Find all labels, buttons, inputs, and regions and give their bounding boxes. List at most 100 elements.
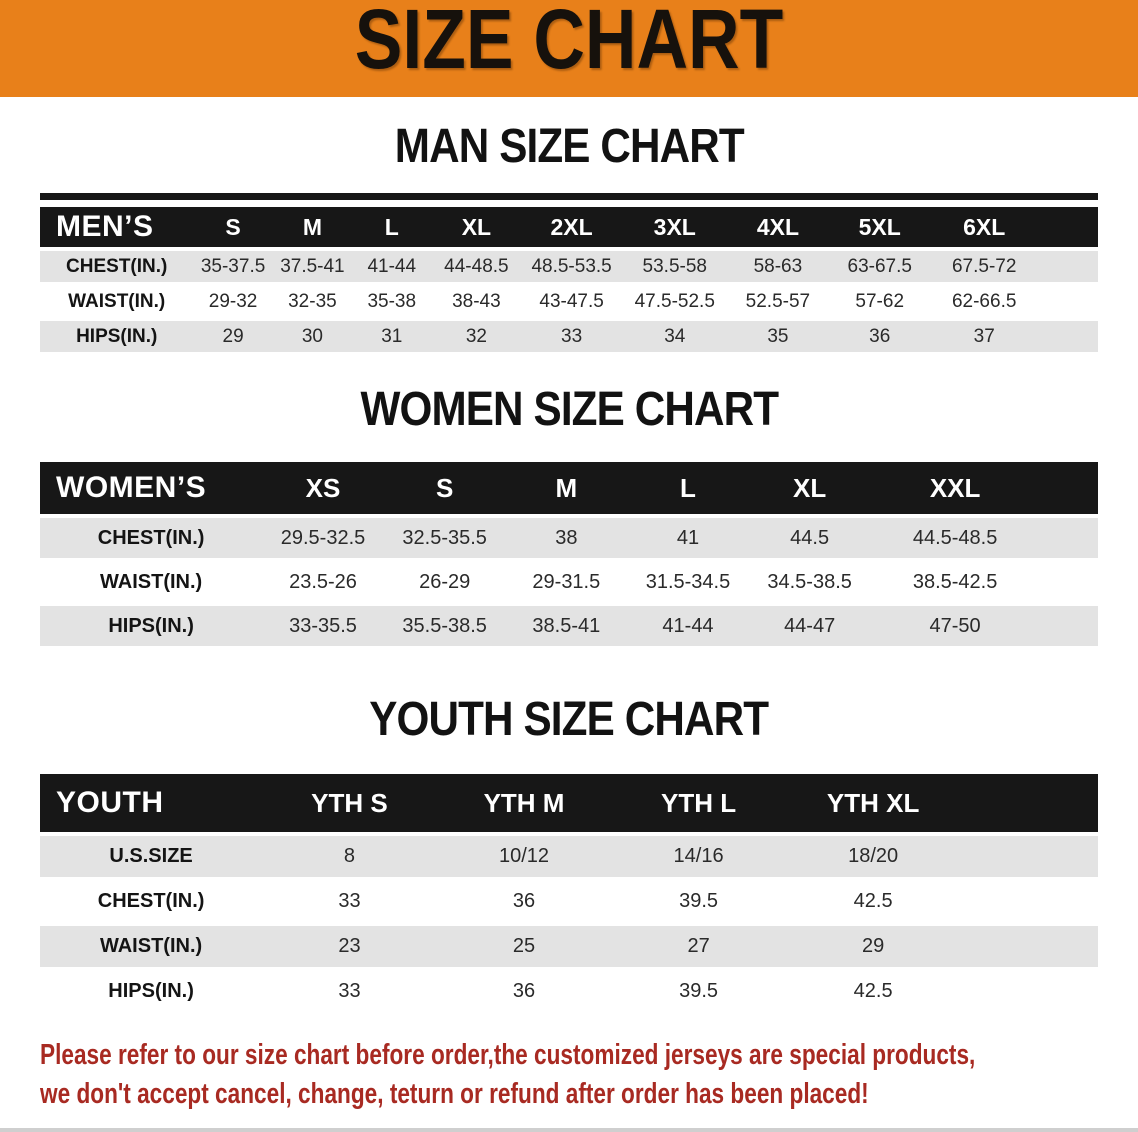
- cell-value: 35.5-38.5: [383, 606, 506, 646]
- cell-value: 29-32: [193, 286, 273, 317]
- cell-value: 32-35: [272, 286, 353, 317]
- table-row: WAIST(IN.) 23.5-26 26-29 29-31.5 31.5-34.5 34…: [40, 562, 1098, 602]
- cell-value: 44.5-48.5: [870, 518, 1040, 558]
- banner-title: SIZE CHART: [317, 0, 821, 106]
- men-size-table: MEN’S S M L XL 2XL 3XL 4XL 5XL 6XL CHEST(IN.) 35-37…: [40, 203, 1098, 356]
- cell-value: 48.5-53.5: [521, 251, 622, 282]
- women-section-heading: WOMEN SIZE CHART: [0, 386, 1138, 434]
- cell-value: 36: [828, 321, 932, 352]
- cell-value: 41: [627, 518, 749, 558]
- cell-value: 63-67.5: [828, 251, 932, 282]
- column-header: XL: [431, 207, 522, 247]
- cell-value: 23: [262, 926, 437, 967]
- cell-value: 29: [193, 321, 273, 352]
- row-filler: [960, 881, 1098, 922]
- women-section-heading-text: WOMEN SIZE CHART: [360, 383, 779, 436]
- row-label: CHEST(IN.): [40, 251, 194, 282]
- row-filler: [1037, 251, 1098, 282]
- women-size-table-wrap: WOMEN’S XS S M L XL XXL CHEST(IN.) 29.5-32.5 32.5…: [40, 458, 1098, 650]
- cell-value: 29-31.5: [505, 562, 628, 602]
- cell-value: 35: [727, 321, 829, 352]
- row-label: U.S.SIZE: [40, 836, 263, 877]
- cell-value: 39.5: [611, 881, 786, 922]
- column-header: XS: [262, 462, 384, 514]
- size-chart-banner: SIZE CHART: [0, 0, 1138, 97]
- column-header: M: [272, 207, 353, 247]
- cell-value: 31.5-34.5: [627, 562, 749, 602]
- column-header: S: [383, 462, 506, 514]
- cell-value: 32.5-35.5: [383, 518, 506, 558]
- row-label: CHEST(IN.): [40, 518, 263, 558]
- women-size-table: WOMEN’S XS S M L XL XXL CHEST(IN.) 29.5-32.5 32.5…: [40, 458, 1098, 650]
- column-header: YTH L: [611, 774, 786, 832]
- men-size-table-wrap: MEN’S S M L XL 2XL 3XL 4XL 5XL 6XL CHEST(IN.) 35-37…: [40, 193, 1098, 356]
- table-row: HIPS(IN.) 29 30 31 32 33 34 35 36 37: [40, 321, 1098, 352]
- table-row: U.S.SIZE 8 10/12 14/16 18/20: [40, 836, 1098, 877]
- cell-value: 42.5: [785, 971, 961, 1012]
- cell-value: 44-48.5: [431, 251, 522, 282]
- table-row: CHEST(IN.) 29.5-32.5 32.5-35.5 38 41 44.5 44.5…: [40, 518, 1098, 558]
- cell-value: 47-50: [870, 606, 1040, 646]
- cell-value: 39.5: [611, 971, 786, 1012]
- cell-value: 33-35.5: [262, 606, 384, 646]
- youth-section-heading-text: YOUTH SIZE CHART: [369, 693, 770, 746]
- table-row: CHEST(IN.) 35-37.5 37.5-41 41-44 44-48.5 48.5…: [40, 251, 1098, 282]
- column-header: M: [505, 462, 628, 514]
- cell-value: 31: [352, 321, 432, 352]
- cell-value: 23.5-26: [262, 562, 384, 602]
- row-label: WAIST(IN.): [40, 926, 263, 967]
- table-row: CHEST(IN.) 33 36 39.5 42.5: [40, 881, 1098, 922]
- column-header: S: [193, 207, 273, 247]
- column-header: YTH XL: [785, 774, 961, 832]
- cell-value: 52.5-57: [727, 286, 829, 317]
- column-header: L: [627, 462, 749, 514]
- column-header: 4XL: [727, 207, 829, 247]
- men-section-heading: MAN SIZE CHART: [0, 123, 1138, 171]
- cell-value: 38.5-41: [505, 606, 628, 646]
- table-corner-label: YOUTH: [40, 774, 263, 832]
- header-row: WOMEN’S XS S M L XL XXL: [40, 462, 1098, 514]
- table-corner-label: MEN’S: [40, 207, 194, 247]
- row-label: CHEST(IN.): [40, 881, 263, 922]
- cell-value: 33: [521, 321, 622, 352]
- cell-value: 34: [621, 321, 728, 352]
- cell-value: 25: [436, 926, 612, 967]
- youth-size-table-wrap: YOUTH YTH S YTH M YTH L YTH XL U.S.SIZE 8 10/12…: [40, 770, 1098, 1016]
- row-filler: [960, 926, 1098, 967]
- cell-value: 41-44: [627, 606, 749, 646]
- cell-value: 33: [262, 971, 437, 1012]
- table-row: WAIST(IN.) 29-32 32-35 35-38 38-43 43-47.5 47.…: [40, 286, 1098, 317]
- row-filler: [960, 971, 1098, 1012]
- table-corner-label: WOMEN’S: [40, 462, 263, 514]
- youth-section-heading: YOUTH SIZE CHART: [0, 696, 1138, 744]
- column-header: L: [352, 207, 432, 247]
- cell-value: 62-66.5: [931, 286, 1038, 317]
- cell-value: 33: [262, 881, 437, 922]
- cell-value: 38: [505, 518, 628, 558]
- column-header: 2XL: [521, 207, 622, 247]
- row-label: WAIST(IN.): [40, 286, 194, 317]
- cell-value: 26-29: [383, 562, 506, 602]
- disclaimer-line-2: we don't accept cancel, change, teturn o…: [40, 1078, 869, 1110]
- cell-value: 47.5-52.5: [621, 286, 728, 317]
- cell-value: 44.5: [748, 518, 871, 558]
- column-header: YTH S: [262, 774, 437, 832]
- cell-value: 41-44: [352, 251, 432, 282]
- cell-value: 44-47: [748, 606, 871, 646]
- header-filler: [960, 774, 1098, 832]
- column-header: XXL: [870, 462, 1040, 514]
- row-filler: [1039, 606, 1098, 646]
- header-filler: [1039, 462, 1098, 514]
- cell-value: 57-62: [828, 286, 932, 317]
- header-filler: [1037, 207, 1098, 247]
- cell-value: 8: [262, 836, 437, 877]
- row-filler: [960, 836, 1098, 877]
- cell-value: 58-63: [727, 251, 829, 282]
- cell-value: 29.5-32.5: [262, 518, 384, 558]
- disclaimer-line-1: Please refer to our size chart before or…: [40, 1039, 976, 1071]
- row-label: HIPS(IN.): [40, 606, 263, 646]
- men-section-heading-text: MAN SIZE CHART: [394, 120, 744, 173]
- header-row: MEN’S S M L XL 2XL 3XL 4XL 5XL 6XL: [40, 207, 1098, 247]
- cell-value: 38.5-42.5: [870, 562, 1040, 602]
